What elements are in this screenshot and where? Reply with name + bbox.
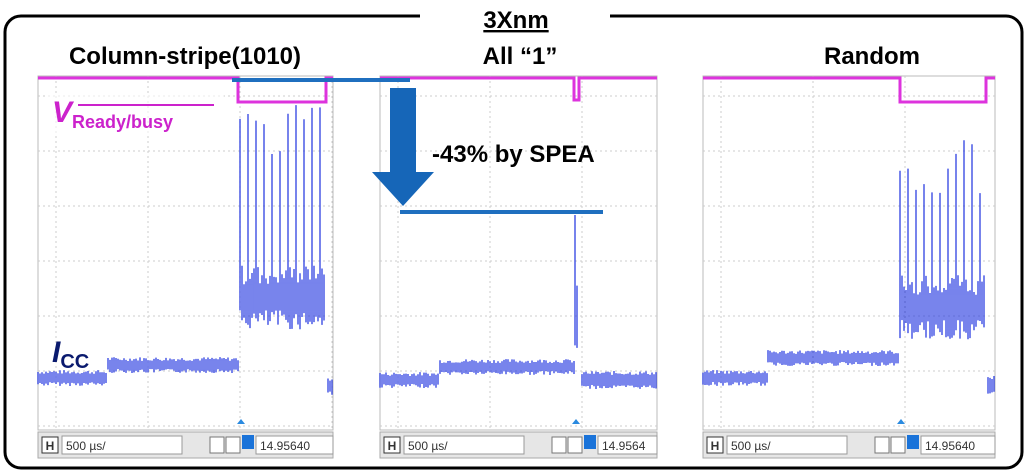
page: {"header": {"title": "3Xnm"}, "panels": … xyxy=(0,0,1029,475)
timebase: 500 µs/ xyxy=(408,439,448,453)
position: 14.95640 xyxy=(260,439,310,453)
mode-label: H xyxy=(388,439,397,453)
position: 14.9564 xyxy=(602,439,646,453)
mode-label: H xyxy=(46,439,55,453)
icon xyxy=(210,437,224,453)
icon xyxy=(226,437,240,453)
figure-title: 3Xnm xyxy=(483,7,548,34)
annotation: -43% by SPEA xyxy=(432,141,595,168)
panel-title: Column-stripe(1010) xyxy=(69,43,301,70)
icon xyxy=(552,437,566,453)
panel-title: Random xyxy=(824,43,920,70)
figure: 3Xnm Column-stripe(1010) All “1” Random … xyxy=(0,0,1029,475)
icon xyxy=(891,437,905,453)
icon xyxy=(242,435,254,449)
position: 14.95640 xyxy=(925,439,975,453)
icon xyxy=(875,437,889,453)
icon xyxy=(568,437,582,453)
timebase: 500 µs/ xyxy=(66,439,106,453)
timebase: 500 µs/ xyxy=(731,439,771,453)
icon xyxy=(907,435,919,449)
mode-label: H xyxy=(711,439,720,453)
panel-title: All “1” xyxy=(483,43,558,70)
icon xyxy=(584,435,596,449)
